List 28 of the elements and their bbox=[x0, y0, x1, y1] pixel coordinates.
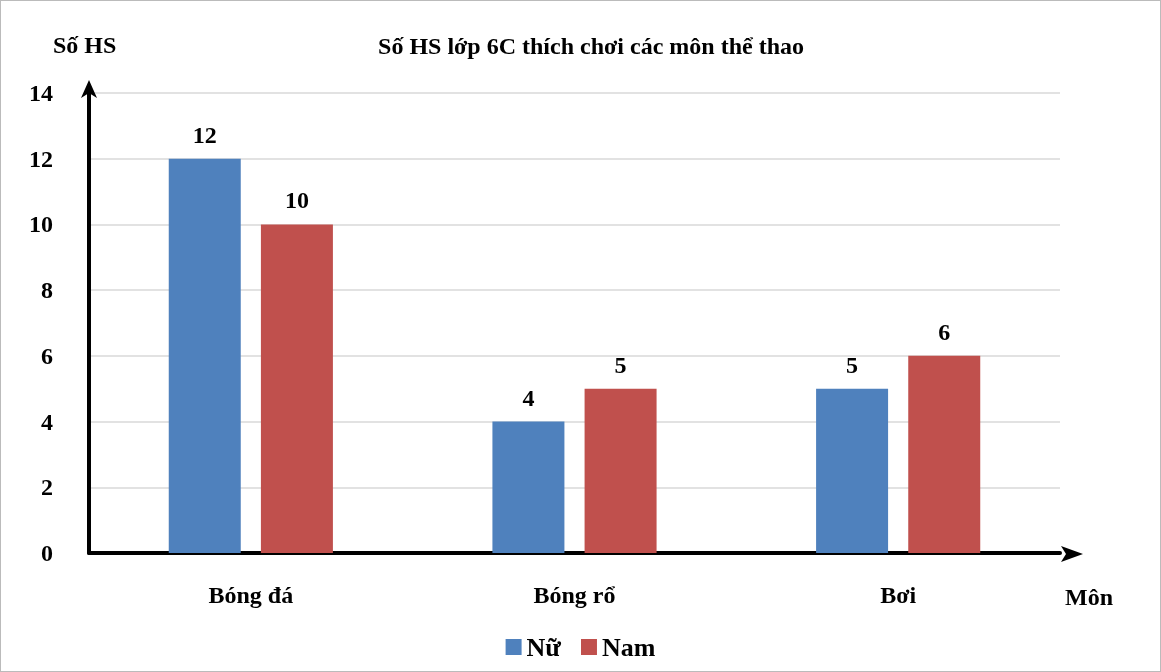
data-label: 5 bbox=[614, 351, 627, 378]
data-label: 12 bbox=[192, 121, 217, 148]
y-tick-label: 10 bbox=[29, 211, 53, 238]
data-label: 10 bbox=[284, 187, 309, 214]
x-tick-label: Bóng đá bbox=[208, 582, 294, 608]
chart-title: Số HS lớp 6C thích chơi các môn thể thao bbox=[378, 33, 804, 59]
legend-label: Nữ bbox=[526, 632, 562, 662]
x-tick-label: Bơi bbox=[880, 582, 917, 608]
y-tick-label: 12 bbox=[29, 145, 53, 172]
bar bbox=[492, 421, 565, 553]
y-tick-label: 14 bbox=[29, 80, 53, 106]
x-axis-title: Môn bbox=[1065, 584, 1113, 610]
data-label: 4 bbox=[522, 384, 535, 411]
bar bbox=[168, 158, 241, 553]
y-axis-title: Số HS bbox=[53, 32, 117, 58]
data-label: 5 bbox=[846, 351, 859, 378]
y-tick-label: 8 bbox=[41, 277, 53, 304]
y-tick-label: 2 bbox=[41, 474, 53, 501]
data-label: 6 bbox=[938, 318, 951, 345]
legend-label: Nam bbox=[601, 632, 656, 662]
y-tick-label: 6 bbox=[41, 342, 53, 369]
x-tick-label: Bóng rổ bbox=[533, 582, 616, 608]
bar bbox=[584, 388, 657, 553]
bar bbox=[908, 355, 981, 553]
bar bbox=[260, 224, 333, 553]
bar bbox=[816, 388, 889, 553]
y-tick-label: 0 bbox=[41, 540, 53, 566]
y-tick-label: 4 bbox=[41, 408, 53, 435]
